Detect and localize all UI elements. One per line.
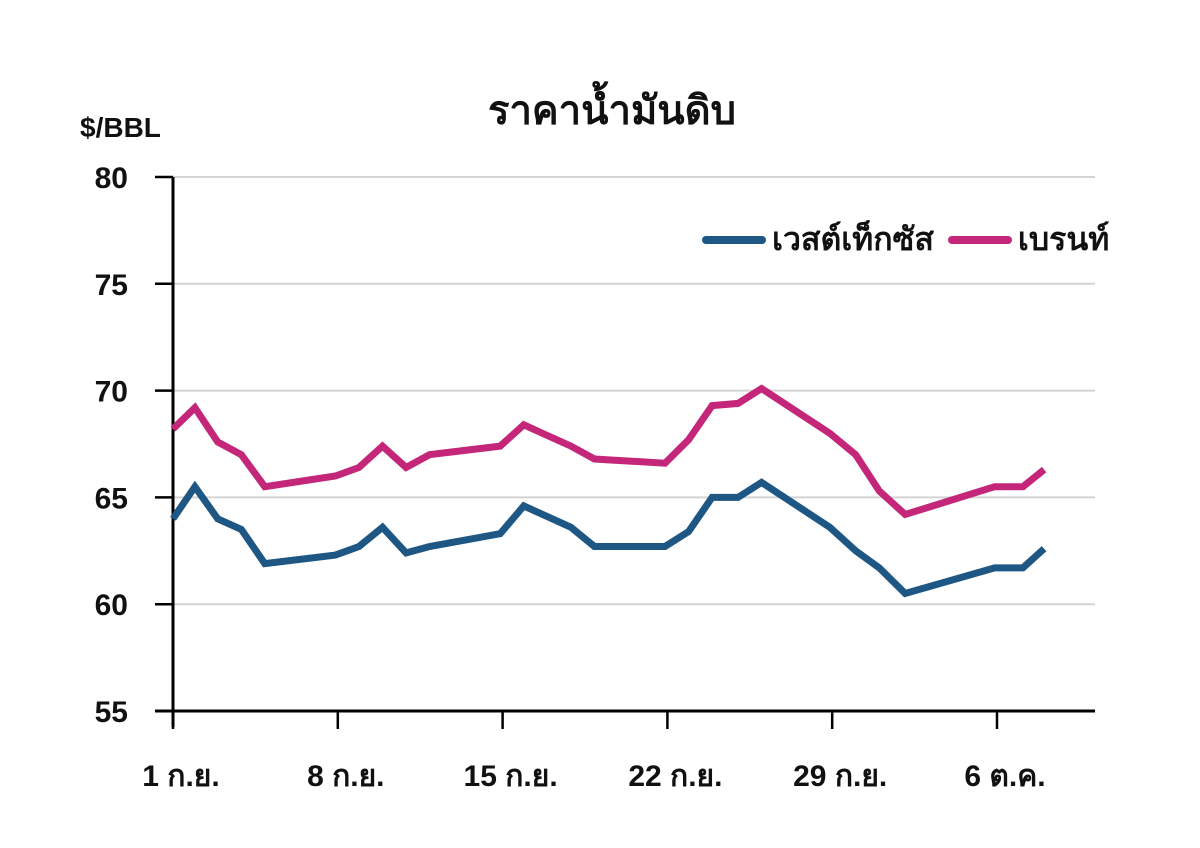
legend-label-brent: เบรนท์ [1017, 221, 1110, 257]
y-tick-label: 55 [95, 696, 128, 729]
chart-title: ราคาน้ำมันดิบ [487, 89, 737, 133]
y-axis-ticks: 55 60 65 70 75 80 [95, 162, 173, 729]
y-tick-label: 70 [95, 376, 128, 409]
x-axis-ticks: 1 ก.ย. 8 ก.ย. 15 ก.ย. 22 ก.ย. 29 ก.ย. 6 ต.ค. [142, 711, 1046, 793]
x-tick-label: 1 ก.ย. [142, 760, 219, 793]
brent-line [170, 384, 1047, 519]
x-tick-label: 15 ก.ย. [464, 760, 558, 793]
x-tick-label: 8 ก.ย. [307, 760, 384, 793]
x-tick-label: 6 ต.ค. [964, 760, 1045, 793]
legend-item-brent: เบรนท์ [947, 214, 1110, 265]
legend-swatch-wti [702, 235, 766, 244]
y-tick-label: 60 [95, 589, 128, 622]
x-tick-label: 29 ก.ย. [793, 760, 887, 793]
y-tick-label: 80 [95, 162, 128, 195]
y-tick-label: 65 [95, 482, 128, 515]
gridlines [173, 176, 1095, 606]
legend: เวสต์เท็กซัส เบรนท์ [702, 214, 1123, 265]
axes [155, 177, 1095, 727]
legend-label-wti: เวสต์เท็กซัส [772, 221, 934, 257]
wti-line [170, 478, 1047, 598]
y-axis-unit-label: $/BBL [80, 112, 161, 143]
x-tick-label: 22 ก.ย. [628, 760, 722, 793]
series-lines [170, 384, 1047, 598]
legend-item-wti: เวสต์เท็กซัส [702, 214, 934, 265]
y-tick-label: 75 [95, 269, 128, 302]
legend-swatch-brent [947, 235, 1012, 244]
